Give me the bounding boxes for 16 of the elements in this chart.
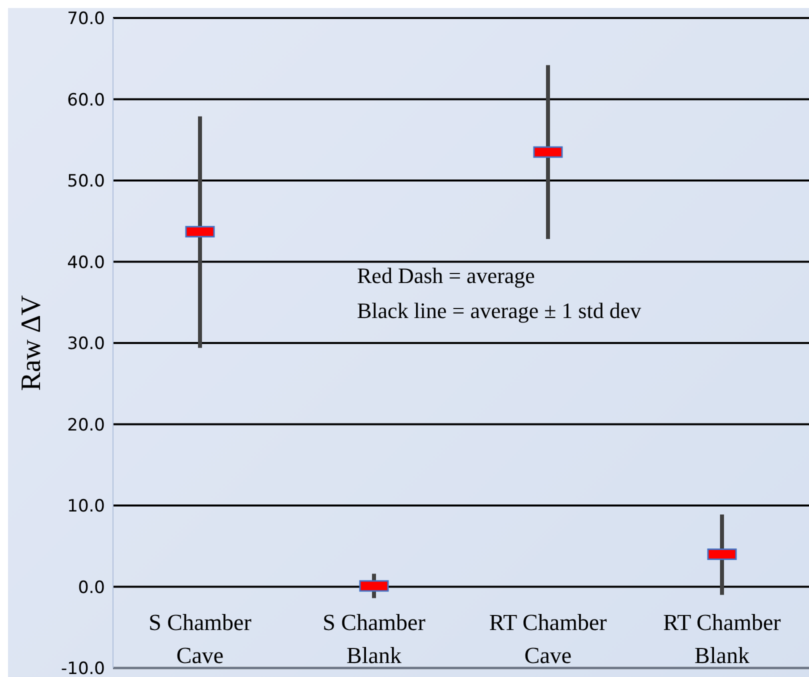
y-tick-label: 70.0 [67, 9, 105, 30]
y-tick-label: 60.0 [67, 90, 105, 110]
x-tick-label: RT Chamber Cave [489, 610, 608, 668]
x-tick-label: S Chamber Blank [322, 610, 426, 668]
annotation: Black line = average ± 1 std dev [357, 297, 642, 325]
y-tick-label: -10.0 [61, 659, 105, 677]
y-tick-label: 0.0 [78, 578, 105, 598]
y-axis-title: Raw ∆V [16, 295, 47, 391]
y-tick-label: 50.0 [67, 172, 105, 192]
y-tick-label: 30.0 [67, 334, 105, 354]
annotation: Red Dash = average [357, 262, 536, 290]
x-tick-label: S Chamber Cave [148, 610, 252, 668]
y-tick-label: 20.0 [67, 415, 105, 436]
y-tick-label: 10.0 [67, 496, 105, 517]
y-tick-label: 40.0 [67, 252, 105, 273]
x-tick-label: RT Chamber Blank [663, 610, 782, 668]
